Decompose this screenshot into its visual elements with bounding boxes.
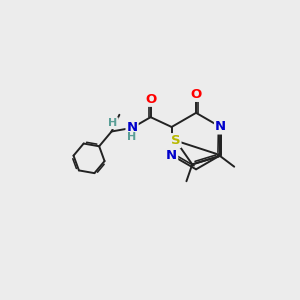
Text: N: N bbox=[166, 149, 177, 162]
Text: H: H bbox=[108, 118, 118, 128]
Text: O: O bbox=[145, 93, 156, 106]
Text: N: N bbox=[215, 121, 226, 134]
Text: H: H bbox=[128, 132, 137, 142]
Text: N: N bbox=[127, 122, 138, 134]
Text: S: S bbox=[171, 134, 181, 147]
Text: O: O bbox=[190, 88, 202, 101]
